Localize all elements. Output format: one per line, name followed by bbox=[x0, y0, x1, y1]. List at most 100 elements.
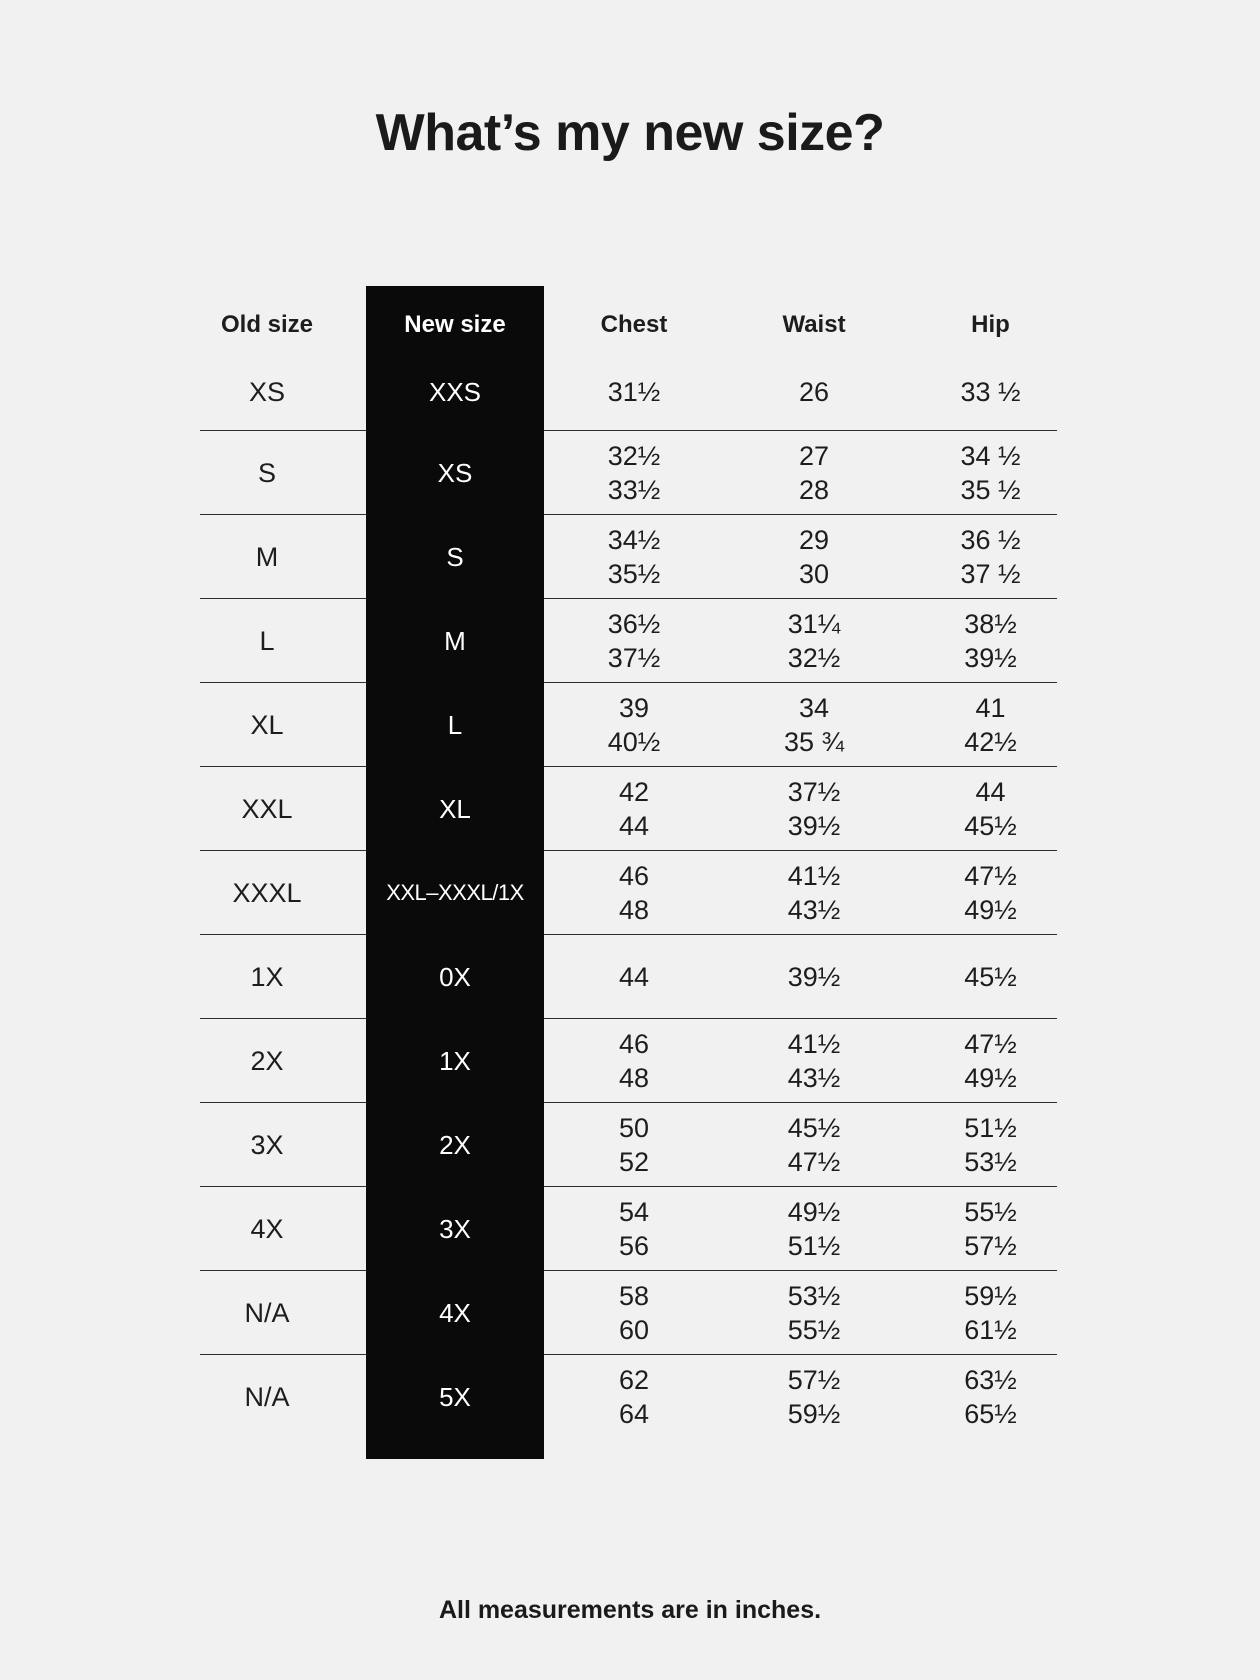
waist-cell: 49½ 51½ bbox=[724, 1187, 904, 1271]
measurement-value: 37½ bbox=[787, 776, 841, 807]
old-size-cell: 2X bbox=[200, 1019, 366, 1103]
waist-cell: 31¼ 32½ bbox=[724, 599, 904, 683]
chest-cell: 31½ bbox=[544, 353, 724, 431]
old-size-cell: S bbox=[200, 431, 366, 515]
measurement-value: 65½ bbox=[964, 1399, 1017, 1429]
new-size-cell: 5X bbox=[366, 1355, 544, 1439]
measurement-value: 43½ bbox=[787, 1062, 841, 1093]
measurement-value: 59½ bbox=[787, 1399, 841, 1429]
chest-cell: 62 64 bbox=[544, 1355, 724, 1439]
measurement-value: 32½ bbox=[607, 440, 661, 471]
new-size-cell: 2X bbox=[366, 1103, 544, 1187]
chest-cell: 34½ 35½ bbox=[544, 515, 724, 599]
waist-cell: 27 28 bbox=[724, 431, 904, 515]
measurement-value: 27 bbox=[798, 440, 830, 471]
hip-cell: 38½ 39½ bbox=[904, 599, 1057, 683]
table-header-row: Old size New size Chest Waist Hip bbox=[200, 286, 1057, 353]
new-size-cell: M bbox=[366, 599, 544, 683]
measurement-value: 63½ bbox=[964, 1365, 1017, 1395]
measurement-value: 40½ bbox=[607, 726, 661, 757]
chest-cell: 58 60 bbox=[544, 1271, 724, 1355]
measurement-value: 30 bbox=[798, 558, 830, 589]
measurement-value: 55½ bbox=[964, 1196, 1017, 1227]
old-size-cell: 3X bbox=[200, 1103, 366, 1187]
hip-cell: 41 42½ bbox=[904, 683, 1057, 767]
new-size-cell: XL bbox=[366, 767, 544, 851]
waist-cell: 45½ 47½ bbox=[724, 1103, 904, 1187]
spacer-cell bbox=[200, 1439, 366, 1459]
column-header-old-size: Old size bbox=[220, 310, 314, 338]
measurement-value: 42 bbox=[618, 776, 650, 807]
table-row: XS XXS 31½ 26 33 ½ bbox=[200, 353, 1057, 431]
measurement-value: 37½ bbox=[607, 642, 661, 673]
measurement-value: 48 bbox=[618, 1062, 650, 1093]
measurement-value: 31½ bbox=[607, 376, 661, 407]
spacer-cell bbox=[544, 1439, 724, 1459]
table-row: XXL XL 42 44 37½ 39½ 44 45½ bbox=[200, 767, 1057, 851]
measurement-value: 39½ bbox=[787, 961, 841, 992]
waist-cell: 41½ 43½ bbox=[724, 851, 904, 935]
table-row: 1X 0X 44 39½ 45½ bbox=[200, 935, 1057, 1019]
new-size-cell: 0X bbox=[366, 935, 544, 1019]
measurement-value: 41 bbox=[975, 692, 1006, 723]
measurement-value: 60 bbox=[618, 1314, 650, 1345]
chest-cell: 44 bbox=[544, 935, 724, 1019]
measurement-value: 51½ bbox=[964, 1112, 1017, 1143]
measurement-value: 47½ bbox=[787, 1146, 841, 1177]
measurement-value: 44 bbox=[975, 776, 1006, 807]
new-size-cell: 3X bbox=[366, 1187, 544, 1271]
hip-cell: 55½ 57½ bbox=[904, 1187, 1057, 1271]
measurement-value: 43½ bbox=[787, 894, 841, 925]
measurement-value: 59½ bbox=[964, 1280, 1017, 1311]
measurement-value: 45½ bbox=[964, 810, 1017, 841]
size-table: Old size New size Chest Waist Hip XS XXS… bbox=[200, 286, 1057, 1459]
measurement-value: 39 bbox=[618, 692, 650, 723]
column-header-waist: Waist bbox=[782, 310, 846, 338]
measurement-value: 34 bbox=[798, 692, 830, 723]
new-size-cell: XXS bbox=[366, 353, 544, 431]
highlight-column-tail bbox=[200, 1439, 1057, 1459]
measurement-value: 36 ½ bbox=[960, 524, 1021, 555]
measurement-value: 54 bbox=[618, 1196, 650, 1227]
table-row: XXXL XXL–XXXL/1X 46 48 41½ 43½ 47½ 49½ bbox=[200, 851, 1057, 935]
measurement-value: 39½ bbox=[787, 810, 841, 841]
measurement-value: 56 bbox=[618, 1230, 650, 1261]
table-row: N/A 5X 62 64 57½ 59½ 63½ 65½ bbox=[200, 1355, 1057, 1439]
table-row: 2X 1X 46 48 41½ 43½ 47½ 49½ bbox=[200, 1019, 1057, 1103]
spacer-cell bbox=[724, 1439, 904, 1459]
measurement-value: 48 bbox=[618, 894, 650, 925]
new-size-cell: S bbox=[366, 515, 544, 599]
new-size-cell: XXL–XXXL/1X bbox=[366, 851, 544, 935]
measurement-value: 58 bbox=[618, 1280, 650, 1311]
table-row: 3X 2X 50 52 45½ 47½ 51½ 53½ bbox=[200, 1103, 1057, 1187]
spacer-cell bbox=[904, 1439, 1057, 1459]
hip-cell: 34 ½ 35 ½ bbox=[904, 431, 1057, 515]
page-title: What’s my new size? bbox=[375, 104, 885, 162]
measurement-value: 47½ bbox=[964, 860, 1017, 891]
measurement-value: 53½ bbox=[787, 1280, 841, 1311]
measurement-value: 49½ bbox=[964, 894, 1017, 925]
measurement-value: 57½ bbox=[964, 1230, 1017, 1261]
measurement-value: 45½ bbox=[964, 961, 1017, 992]
hip-cell: 63½ 65½ bbox=[904, 1355, 1057, 1439]
measurement-value: 45½ bbox=[787, 1112, 841, 1143]
hip-cell: 33 ½ bbox=[904, 353, 1057, 431]
measurement-value: 33½ bbox=[607, 474, 661, 505]
table-row: 4X 3X 54 56 49½ 51½ 55½ 57½ bbox=[200, 1187, 1057, 1271]
hip-cell: 59½ 61½ bbox=[904, 1271, 1057, 1355]
table-rows: XS XXS 31½ 26 33 ½ S XS 32½ 33½ 27 28 34 ½… bbox=[200, 353, 1057, 1439]
old-size-cell: XS bbox=[200, 353, 366, 431]
waist-cell: 34 35 ¾ bbox=[724, 683, 904, 767]
chest-cell: 50 52 bbox=[544, 1103, 724, 1187]
waist-cell: 29 30 bbox=[724, 515, 904, 599]
chest-cell: 42 44 bbox=[544, 767, 724, 851]
measurement-value: 64 bbox=[618, 1399, 650, 1429]
measurement-value: 38½ bbox=[964, 608, 1017, 639]
measurement-value: 31¼ bbox=[787, 608, 841, 639]
chest-cell: 54 56 bbox=[544, 1187, 724, 1271]
measurement-value: 46 bbox=[618, 860, 650, 891]
measurement-value: 26 bbox=[798, 376, 830, 407]
hip-cell: 47½ 49½ bbox=[904, 851, 1057, 935]
measurement-value: 35½ bbox=[607, 558, 661, 589]
